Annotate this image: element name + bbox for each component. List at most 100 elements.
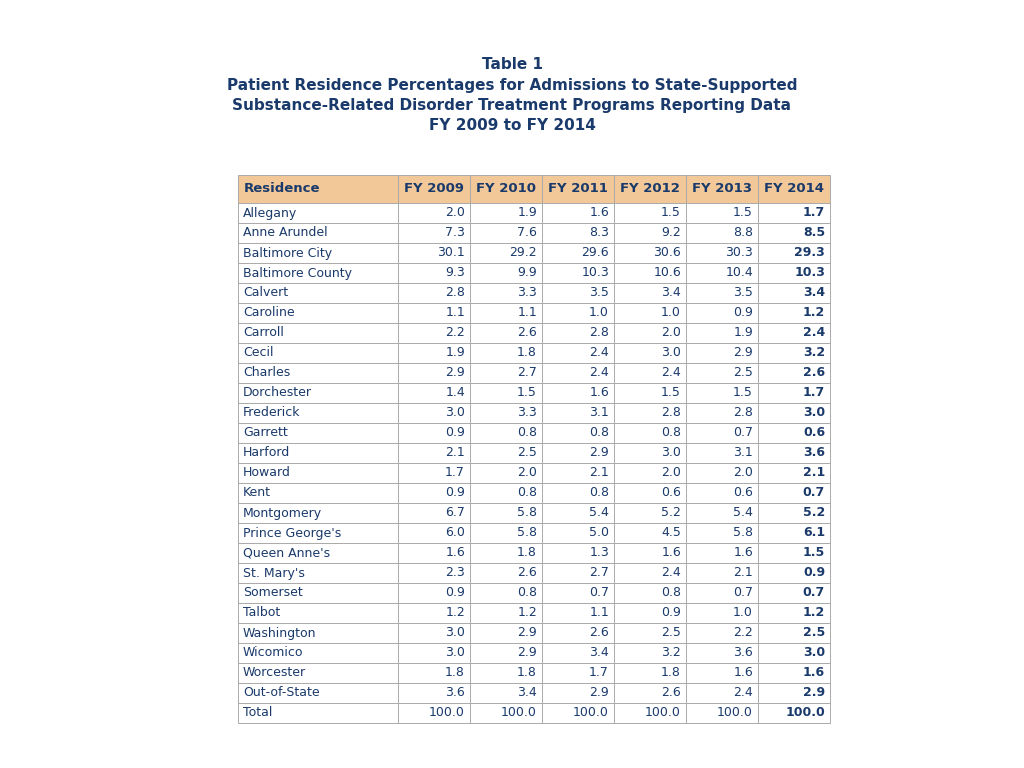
Bar [542, 323, 614, 343]
Bar [686, 683, 758, 703]
Bar [238, 483, 398, 503]
Bar [470, 343, 542, 363]
Bar [758, 283, 830, 303]
Text: 2.2: 2.2 [733, 627, 753, 640]
Bar [614, 503, 686, 523]
Bar [238, 223, 398, 243]
Bar [614, 383, 686, 403]
Bar [542, 303, 614, 323]
Bar [614, 423, 686, 443]
Text: Caroline: Caroline [243, 306, 295, 319]
Bar [238, 543, 398, 563]
Text: 0.6: 0.6 [733, 486, 753, 499]
Bar [542, 483, 614, 503]
Text: 1.7: 1.7 [589, 667, 609, 680]
Text: 0.6: 0.6 [803, 426, 825, 439]
Bar [614, 543, 686, 563]
Bar [398, 403, 470, 423]
Bar [542, 683, 614, 703]
Text: 1.7: 1.7 [445, 466, 465, 479]
Bar [686, 563, 758, 583]
Text: 1.3: 1.3 [589, 547, 609, 560]
Bar [238, 463, 398, 483]
Bar [614, 443, 686, 463]
Bar [758, 463, 830, 483]
Bar [470, 563, 542, 583]
Bar [238, 343, 398, 363]
Bar [614, 483, 686, 503]
Bar [398, 463, 470, 483]
Bar [398, 363, 470, 383]
Text: Baltimore County: Baltimore County [243, 266, 352, 280]
Bar [614, 403, 686, 423]
Bar [470, 423, 542, 443]
Text: 2.5: 2.5 [517, 446, 537, 459]
Bar [238, 643, 398, 663]
Text: Baltimore City: Baltimore City [243, 247, 332, 260]
Bar [758, 423, 830, 443]
Text: 1.5: 1.5 [733, 386, 753, 399]
Bar [542, 383, 614, 403]
Bar [686, 443, 758, 463]
Text: 2.1: 2.1 [733, 567, 753, 580]
Text: 3.0: 3.0 [662, 346, 681, 359]
Bar [398, 203, 470, 223]
Text: 6.0: 6.0 [445, 527, 465, 539]
Bar [238, 443, 398, 463]
Text: 2.6: 2.6 [589, 627, 609, 640]
Text: 3.4: 3.4 [517, 687, 537, 700]
Bar [238, 363, 398, 383]
Text: 2.4: 2.4 [589, 346, 609, 359]
Text: 2.7: 2.7 [589, 567, 609, 580]
Bar [398, 583, 470, 603]
Text: 10.4: 10.4 [725, 266, 753, 280]
Text: 9.2: 9.2 [662, 227, 681, 240]
Bar [542, 463, 614, 483]
Bar [686, 263, 758, 283]
Bar [470, 703, 542, 723]
Bar [398, 683, 470, 703]
Bar [614, 563, 686, 583]
Bar [398, 563, 470, 583]
Text: 1.1: 1.1 [445, 306, 465, 319]
Text: Garrett: Garrett [243, 426, 288, 439]
Text: 1.2: 1.2 [803, 306, 825, 319]
Bar [614, 223, 686, 243]
Text: 30.1: 30.1 [437, 247, 465, 260]
Bar [758, 203, 830, 223]
Text: 100.0: 100.0 [645, 707, 681, 720]
Text: 2.8: 2.8 [662, 406, 681, 419]
Bar [758, 223, 830, 243]
Text: FY 2014: FY 2014 [764, 183, 824, 196]
Text: 1.6: 1.6 [733, 667, 753, 680]
Text: 2.0: 2.0 [662, 466, 681, 479]
Bar [470, 223, 542, 243]
Text: 3.4: 3.4 [589, 647, 609, 660]
Text: Anne Arundel: Anne Arundel [243, 227, 328, 240]
Bar [238, 563, 398, 583]
Bar [238, 243, 398, 263]
Text: 2.9: 2.9 [733, 346, 753, 359]
Text: 3.2: 3.2 [662, 647, 681, 660]
Bar [686, 363, 758, 383]
Bar [758, 563, 830, 583]
Text: Harford: Harford [243, 446, 290, 459]
Text: 1.5: 1.5 [517, 386, 537, 399]
Bar [238, 503, 398, 523]
Text: 2.8: 2.8 [733, 406, 753, 419]
Bar [542, 503, 614, 523]
Bar [470, 523, 542, 543]
Bar [470, 203, 542, 223]
Bar [758, 383, 830, 403]
Bar [686, 523, 758, 543]
Text: Talbot: Talbot [243, 607, 281, 620]
Text: 3.0: 3.0 [803, 647, 825, 660]
Text: 29.2: 29.2 [509, 247, 537, 260]
Text: 1.9: 1.9 [517, 207, 537, 220]
Bar [614, 643, 686, 663]
Text: 0.7: 0.7 [589, 587, 609, 600]
Text: 3.1: 3.1 [733, 446, 753, 459]
Text: Frederick: Frederick [243, 406, 300, 419]
Bar [758, 583, 830, 603]
Bar [470, 303, 542, 323]
